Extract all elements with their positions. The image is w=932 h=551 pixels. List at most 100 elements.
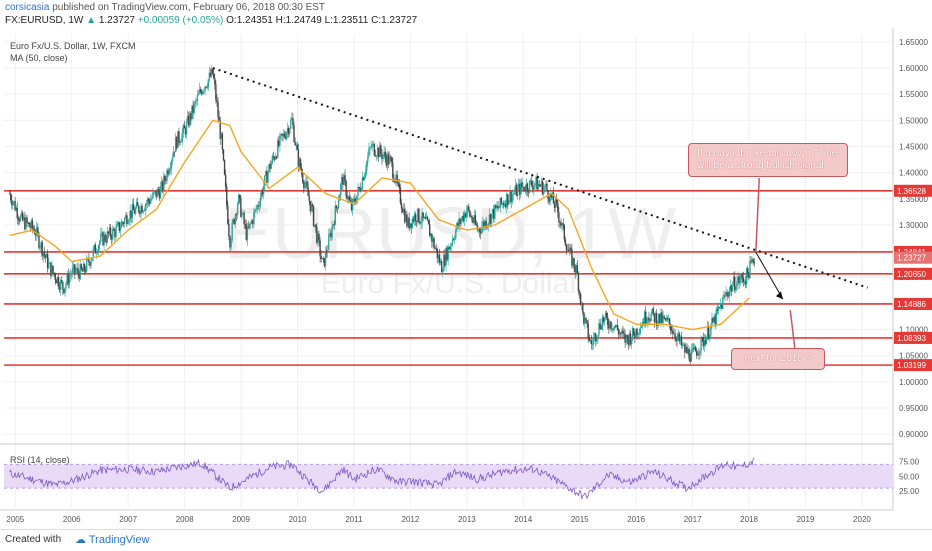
candle-body [677, 333, 679, 337]
candle-body [61, 280, 63, 283]
candle-body [434, 247, 436, 249]
trendline-callout[interactable]: If a day it broke this down T line will … [688, 143, 848, 177]
candle-body [573, 258, 575, 268]
candle-body [12, 202, 14, 206]
candle-body [461, 215, 463, 220]
price-tick-label: 0.95000 [899, 404, 928, 413]
price-chart[interactable]: EURUSD, 1W Euro Fx/U.S. Dollar 1.650001.… [0, 28, 932, 528]
candle-body [723, 295, 725, 298]
candle-body [30, 220, 33, 228]
candle-body [254, 209, 256, 213]
candle-body [569, 247, 571, 252]
candle-body [115, 226, 117, 237]
candle-body [662, 316, 664, 323]
candle-body [173, 151, 176, 153]
candle-body [408, 217, 410, 229]
candle-body [741, 274, 744, 278]
candle-body [392, 162, 394, 178]
candle-body [519, 183, 521, 195]
candle-body [477, 229, 480, 231]
candle-body [449, 245, 452, 250]
candle-body [424, 217, 427, 219]
level-price-tag [894, 297, 932, 310]
candle-body [485, 220, 487, 228]
level-price-label: 1.20650 [897, 270, 926, 279]
candle-body [518, 183, 520, 188]
target-callout[interactable]: next for 2018 ? [731, 348, 825, 370]
candle-body [272, 156, 275, 158]
candle-body [638, 333, 640, 335]
candle-body [420, 222, 422, 224]
candle-body [448, 246, 450, 250]
year-tick-label: 2020 [853, 515, 871, 524]
candle-body [396, 174, 398, 183]
candle-body [67, 274, 69, 285]
candle-body [691, 348, 694, 350]
candle-body [66, 274, 68, 284]
candle-body [80, 264, 82, 270]
candle-body [362, 177, 365, 180]
candle-body [433, 238, 435, 248]
candle-body [419, 222, 421, 224]
candle-body [666, 318, 669, 320]
candle-body [74, 264, 76, 273]
candle-body [142, 210, 144, 213]
candle-body [8, 193, 11, 195]
down-trendline[interactable] [212, 67, 868, 289]
candle-body [598, 323, 600, 335]
price-tick-label: 1.35000 [899, 195, 928, 204]
rsi-tick-label: 25.00 [899, 487, 920, 496]
tradingview-logo[interactable]: ☁ TradingView [75, 533, 149, 546]
candle-body [591, 344, 594, 345]
candle-body [481, 226, 483, 234]
candle-body [531, 180, 533, 186]
candle-body [395, 174, 397, 183]
candle-body [672, 330, 674, 335]
brand-name: TradingView [88, 534, 150, 546]
candle-body [413, 214, 416, 222]
author-link[interactable]: corsicasia [5, 2, 50, 13]
candle-body [130, 210, 132, 218]
year-tick-label: 2013 [458, 515, 476, 524]
candle-body [287, 128, 290, 135]
candle-body [208, 72, 211, 80]
candle-body [121, 222, 124, 223]
candle-body [27, 222, 29, 224]
candle-body [227, 205, 229, 225]
candle-body [258, 206, 261, 207]
candle-body [122, 222, 125, 224]
candle-body [313, 224, 316, 226]
candle-body [563, 224, 566, 240]
candle-body [423, 217, 425, 219]
candle-body [213, 73, 215, 79]
price-axis: 1.65000 1.60000 1.55000 1.50000 1.45000 1.400… [892, 28, 932, 528]
price-tick-label: 1.30000 [899, 221, 928, 230]
candle-body [51, 265, 53, 276]
candle-body [671, 330, 673, 332]
candle-body [459, 218, 461, 224]
candle-body [752, 259, 754, 262]
candle-body [262, 186, 265, 195]
candle-body [126, 215, 128, 225]
candle-body [709, 335, 711, 339]
candle-body [589, 340, 592, 342]
candle-body [721, 304, 723, 310]
candle-body [650, 313, 652, 321]
candle-body [154, 190, 156, 193]
candle-body [402, 208, 405, 213]
candle-body [191, 105, 193, 120]
candle-body [567, 249, 570, 252]
candle-body [166, 170, 168, 181]
candle-body [325, 251, 328, 254]
created-with-text: Created with [5, 534, 62, 545]
candle-body [44, 255, 47, 258]
candle-body [687, 349, 689, 354]
candle-body [231, 222, 233, 241]
candle-body [523, 186, 525, 191]
chart-legend: Euro Fx/U.S. Dollar, 1W, FXCM MA (50, cl… [10, 40, 136, 64]
year-tick-label: 2011 [345, 515, 363, 524]
candle-body [546, 183, 548, 191]
candle-body [731, 285, 734, 292]
candle-body [17, 218, 20, 220]
candle-body [322, 257, 325, 259]
